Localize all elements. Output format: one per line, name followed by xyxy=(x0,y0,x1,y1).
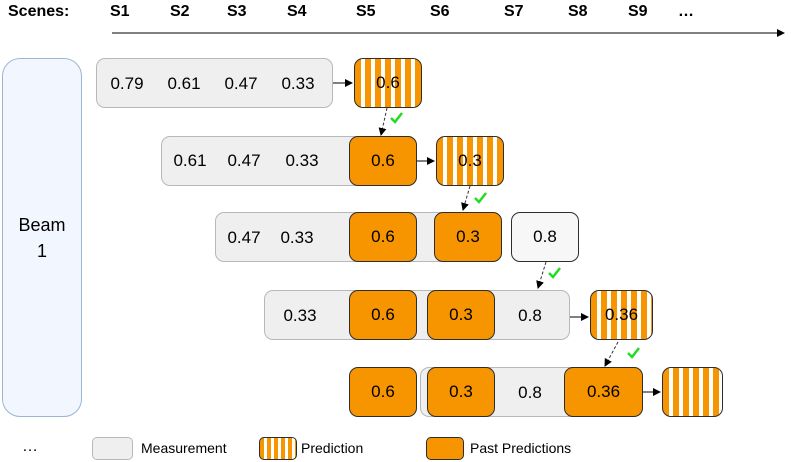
past-prediction-value: 0.6 xyxy=(371,382,395,401)
measurement-value: 0.33 xyxy=(280,228,314,247)
legend-prediction-label: Prediction xyxy=(301,440,364,456)
measurement-value: 0.79 xyxy=(110,74,144,93)
scene-s6: S6 xyxy=(430,3,450,20)
past-prediction-value: 0.36 xyxy=(586,382,621,401)
scene-s8: S8 xyxy=(568,3,588,20)
scenes-label: Scenes: xyxy=(8,3,70,20)
past-prediction-box: 0.6 xyxy=(349,290,417,340)
check-icon xyxy=(474,192,487,204)
dashed-link-2 xyxy=(461,185,471,211)
prediction-value: 0.6 xyxy=(376,73,400,92)
measurement-window-row4 xyxy=(264,290,570,340)
past-prediction-value: 0.6 xyxy=(371,227,395,246)
measurement-value: 0.33 xyxy=(285,151,319,170)
measurement-value: 0.47 xyxy=(227,151,261,170)
past-prediction-value: 0.3 xyxy=(449,382,473,401)
scene-s9: S9 xyxy=(628,3,648,20)
scene-s2: S2 xyxy=(170,3,190,20)
measurement-value: 0.61 xyxy=(173,151,207,170)
beam-number: 1 xyxy=(36,240,47,261)
measurement-value: 0.33 xyxy=(283,306,317,325)
past-prediction-value: 0.3 xyxy=(456,227,480,246)
check-icon xyxy=(548,267,561,279)
measurement-value: 0.47 xyxy=(227,228,261,247)
prediction-box-row4: 0.36 xyxy=(590,290,653,340)
prediction-value: 0.36 xyxy=(604,305,639,324)
prediction-box-row5 xyxy=(662,367,723,417)
new-measurement-box: 0.8 xyxy=(511,212,579,262)
measurement-value: 0.8 xyxy=(518,306,542,325)
scene-s3: S3 xyxy=(227,3,247,20)
prediction-box-row2: 0.3 xyxy=(436,136,504,186)
scene-s4: S4 xyxy=(287,3,307,20)
dashed-link-1 xyxy=(378,107,388,136)
past-prediction-value: 0.3 xyxy=(449,305,473,324)
measurement-value: 0.8 xyxy=(518,383,542,402)
past-prediction-box: 0.36 xyxy=(564,367,643,417)
past-prediction-box: 0.3 xyxy=(427,290,495,340)
past-prediction-box: 0.6 xyxy=(349,367,417,417)
legend-past-predictions-swatch xyxy=(426,437,464,460)
scene-s7: S7 xyxy=(504,3,524,20)
beam-box: Beam 1 xyxy=(2,58,82,417)
prediction-value: 0.3 xyxy=(458,151,482,170)
past-prediction-box: 0.3 xyxy=(434,212,502,262)
beam-ellipsis: … xyxy=(22,438,38,455)
legend-measurement-label: Measurement xyxy=(141,440,227,456)
past-prediction-box: 0.3 xyxy=(427,367,495,417)
measurement-value: 0.61 xyxy=(167,74,201,93)
measurement-value: 0.33 xyxy=(281,74,315,93)
new-measurement-value: 0.8 xyxy=(533,227,557,246)
check-icon xyxy=(627,347,640,359)
legend-measurement-swatch xyxy=(92,437,133,460)
check-icon xyxy=(390,112,403,124)
legend-past-predictions-label: Past Predictions xyxy=(470,440,572,456)
dashed-link-3 xyxy=(536,261,547,289)
prediction-box-row1: 0.6 xyxy=(354,58,422,108)
scene-s5: S5 xyxy=(356,3,376,20)
past-prediction-box: 0.6 xyxy=(349,136,417,186)
past-prediction-box: 0.6 xyxy=(349,212,417,262)
measurement-value: 0.47 xyxy=(224,74,258,93)
beam-label: Beam xyxy=(18,214,66,235)
measurement-window-row1 xyxy=(96,58,333,108)
past-prediction-value: 0.6 xyxy=(371,305,395,324)
scene-s1: S1 xyxy=(110,3,130,20)
dashed-link-4 xyxy=(604,341,619,367)
scene-more: … xyxy=(678,3,694,20)
legend-prediction-swatch xyxy=(259,437,297,460)
past-prediction-value: 0.6 xyxy=(371,151,395,170)
